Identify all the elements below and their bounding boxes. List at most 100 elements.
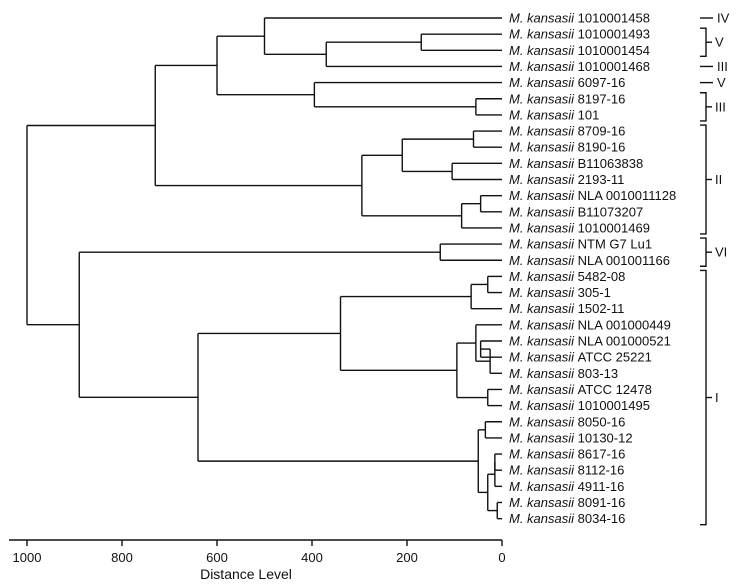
species-name: M. kansasii bbox=[509, 107, 578, 122]
strain-id: 8034-16 bbox=[578, 511, 626, 526]
group-bracket bbox=[700, 92, 707, 122]
strain-id: NLA 001000521 bbox=[578, 334, 671, 349]
group-bracket bbox=[700, 27, 707, 57]
leaf-label: M. kansasii NTM G7 Lu1 bbox=[509, 237, 652, 252]
strain-id: B11063838 bbox=[578, 156, 644, 171]
tick-label: 800 bbox=[111, 550, 133, 565]
strain-id: 2193-11 bbox=[578, 172, 625, 187]
leaf-label: M. kansasii 8091-16 bbox=[509, 495, 625, 510]
leaf-label: M. kansasii 6097-16 bbox=[509, 75, 625, 90]
axis-title: Distance Level bbox=[200, 566, 292, 582]
group-label: I bbox=[715, 390, 719, 405]
species-name: M. kansasii bbox=[509, 188, 578, 203]
species-name: M. kansasii bbox=[509, 301, 578, 316]
strain-id: 8190-16 bbox=[578, 140, 626, 155]
strain-id: ATCC 12478 bbox=[578, 382, 652, 397]
strain-id: 8197-16 bbox=[578, 91, 626, 106]
group-label: III bbox=[715, 99, 726, 114]
leaf-label: M. kansasii 1502-11 bbox=[509, 301, 624, 316]
strain-id: NTM G7 Lu1 bbox=[578, 237, 652, 252]
strain-id: 6097-16 bbox=[578, 75, 626, 90]
leaf-label: M. kansasii B11063838 bbox=[509, 156, 643, 171]
leaf-label: M. kansasii 8190-16 bbox=[509, 140, 625, 155]
species-name: M. kansasii bbox=[509, 253, 578, 268]
group-label: V bbox=[715, 35, 724, 50]
strain-id: 5482-08 bbox=[578, 269, 626, 284]
group-label: IV bbox=[717, 11, 730, 26]
species-name: M. kansasii bbox=[509, 382, 578, 397]
species-name: M. kansasii bbox=[509, 43, 578, 58]
species-name: M. kansasii bbox=[509, 237, 578, 252]
strain-id: NLA 0010011128 bbox=[578, 188, 677, 203]
species-name: M. kansasii bbox=[509, 414, 578, 429]
leaf-label: M. kansasii NLA 0010011128 bbox=[509, 188, 676, 203]
leaf-label: M. kansasii 1010001495 bbox=[509, 398, 650, 413]
leaf-label: M. kansasii 8112-16 bbox=[509, 463, 624, 478]
leaf-label: M. kansasii ATCC 25221 bbox=[509, 350, 652, 365]
tick-label: 0 bbox=[498, 550, 505, 565]
strain-id: 1010001469 bbox=[578, 220, 650, 235]
group-bracket bbox=[700, 124, 707, 235]
strain-id: 1010001468 bbox=[578, 59, 650, 74]
strain-id: 1010001454 bbox=[578, 43, 650, 58]
group-label: VI bbox=[715, 245, 727, 260]
leaf-label: M. kansasii 305-1 bbox=[509, 285, 611, 300]
leaf-label: M. kansasii 5482-08 bbox=[509, 269, 625, 284]
group-label: III bbox=[717, 59, 728, 74]
species-name: M. kansasii bbox=[509, 124, 578, 139]
species-name: M. kansasii bbox=[509, 75, 578, 90]
strain-id: 8112-16 bbox=[578, 463, 625, 478]
strain-id: NLA 001000449 bbox=[578, 317, 671, 332]
group-bracket bbox=[700, 237, 707, 267]
leaf-label: M. kansasii 1010001454 bbox=[509, 43, 650, 58]
distance-axis: Distance Level 1000 800 600 400 200 0 bbox=[9, 539, 506, 582]
strain-id: 305-1 bbox=[578, 285, 611, 300]
leaf-label: M. kansasii 1010001468 bbox=[509, 59, 650, 74]
leaf-label: M. kansasii B11073207 bbox=[509, 204, 643, 219]
leaf-label: M. kansasii 8197-16 bbox=[509, 91, 625, 106]
leaf-label: M. kansasii NLA 001001166 bbox=[509, 253, 670, 268]
strain-id: NLA 001001166 bbox=[578, 253, 670, 268]
tick-label: 400 bbox=[301, 550, 323, 565]
strain-id: 1010001493 bbox=[578, 27, 650, 42]
species-name: M. kansasii bbox=[509, 479, 578, 494]
leaf-label: M. kansasii 8709-16 bbox=[509, 124, 625, 139]
strain-id: 8091-16 bbox=[578, 495, 626, 510]
species-name: M. kansasii bbox=[509, 334, 578, 349]
strain-id: 1010001458 bbox=[578, 11, 650, 26]
strain-id: 803-13 bbox=[578, 366, 618, 381]
leaf-label: M. kansasii 803-13 bbox=[509, 366, 618, 381]
species-name: M. kansasii bbox=[509, 269, 578, 284]
leaf-label: M. kansasii ATCC 12478 bbox=[509, 382, 652, 397]
species-name: M. kansasii bbox=[509, 366, 578, 381]
strain-id: 8050-16 bbox=[578, 414, 626, 429]
species-name: M. kansasii bbox=[509, 27, 578, 42]
leaf-label: M. kansasii 8034-16 bbox=[509, 511, 625, 526]
species-name: M. kansasii bbox=[509, 220, 578, 235]
species-name: M. kansasii bbox=[509, 59, 578, 74]
leaf-label: M. kansasii 10130-12 bbox=[509, 430, 633, 445]
leaf-label: M. kansasii 8617-16 bbox=[509, 447, 625, 462]
species-name: M. kansasii bbox=[509, 11, 578, 26]
tick-label: 600 bbox=[206, 550, 228, 565]
species-name: M. kansasii bbox=[509, 495, 578, 510]
tree-branches bbox=[26, 17, 502, 520]
species-name: M. kansasii bbox=[509, 511, 578, 526]
group-label: II bbox=[715, 172, 722, 187]
strain-id: 101 bbox=[578, 107, 600, 122]
leaf-label: M. kansasii 2193-11 bbox=[509, 172, 624, 187]
leaf-label: M. kansasii NLA 001000449 bbox=[509, 317, 671, 332]
group-label: V bbox=[717, 75, 726, 90]
species-name: M. kansasii bbox=[509, 172, 578, 187]
species-name: M. kansasii bbox=[509, 317, 578, 332]
strain-id: ATCC 25221 bbox=[578, 350, 652, 365]
species-name: M. kansasii bbox=[509, 285, 578, 300]
leaf-label: M. kansasii 1010001458 bbox=[509, 11, 650, 26]
tick-label: 1000 bbox=[13, 550, 42, 565]
species-name: M. kansasii bbox=[509, 156, 578, 171]
species-name: M. kansasii bbox=[509, 430, 578, 445]
leaf-label: M. kansasii NLA 001000521 bbox=[509, 334, 671, 349]
